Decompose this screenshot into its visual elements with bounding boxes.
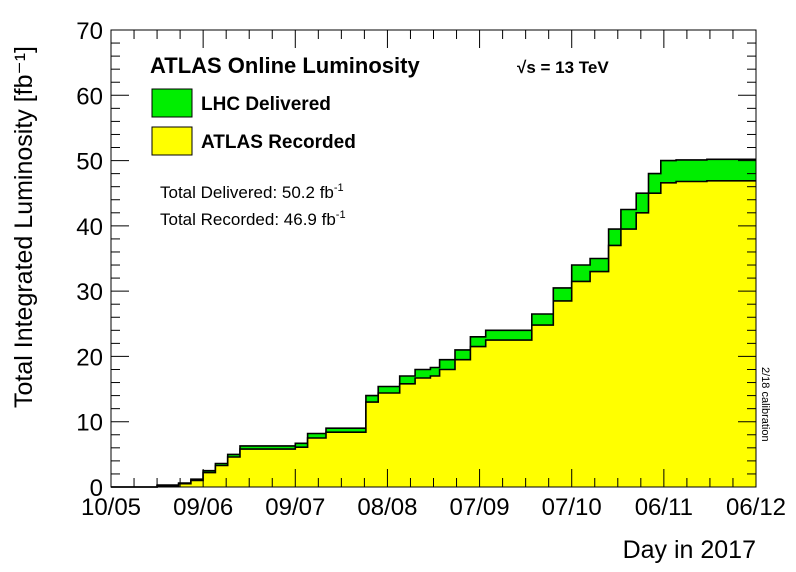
total-delivered-text: Total Delivered: 50.2 fb-1 (160, 182, 344, 202)
x-tick-label: 07/09 (450, 494, 510, 521)
y-tick-label: 60 (76, 83, 103, 110)
series-line-recorded (111, 180, 756, 488)
legend-label-recorded: ATLAS Recorded (201, 132, 356, 153)
x-tick-label: 06/12 (726, 494, 786, 521)
x-tick-label: 09/06 (173, 494, 233, 521)
y-tick-label: 40 (76, 214, 103, 241)
y-tick-label: 50 (76, 149, 103, 176)
x-tick-label: 08/08 (357, 494, 417, 521)
legend-label-delivered: LHC Delivered (201, 94, 331, 115)
y-tick-label: 70 (76, 18, 103, 45)
y-axis-title: Total Integrated Luminosity [fb⁻¹] (10, 46, 38, 408)
x-tick-label: 09/07 (265, 494, 325, 521)
plot-area (111, 158, 756, 488)
x-tick-label: 10/05 (81, 494, 141, 521)
y-tick-label: 30 (76, 279, 103, 306)
y-tick-label: 10 (76, 410, 103, 437)
legend-swatch-recorded (151, 126, 193, 156)
calibration-note: 2/18 calibration (759, 367, 771, 442)
axis-ticks: 0 10 20 30 40 50 60 70 10/05 09/06 09/07 08/08 07/09… (76, 18, 786, 521)
energy-label: √s = 13 TeV (517, 58, 609, 77)
y-tick-label: 0 (90, 475, 103, 502)
legend-swatch-delivered (151, 88, 193, 118)
series-area-recorded (111, 180, 756, 488)
total-recorded-text: Total Recorded: 46.9 fb-1 (160, 209, 346, 229)
x-axis-title: Day in 2017 (623, 536, 756, 564)
y-tick-label: 20 (76, 344, 103, 371)
x-tick-label: 06/11 (635, 494, 693, 521)
x-tick-label: 07/10 (542, 494, 602, 521)
legend-title: ATLAS Online Luminosity (150, 53, 420, 78)
